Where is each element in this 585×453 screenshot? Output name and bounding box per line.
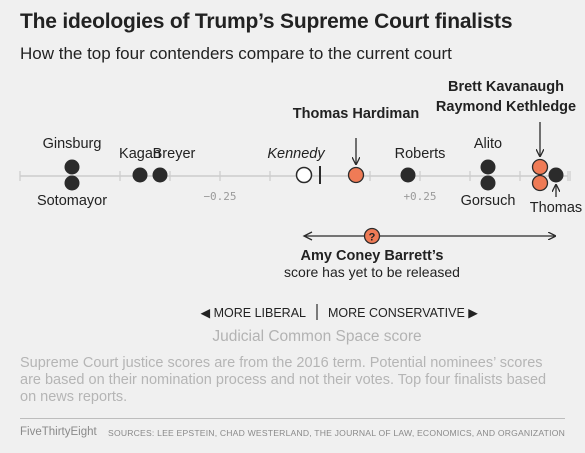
chart-subtitle: How the top four contenders compare to t…	[20, 44, 452, 63]
tick-label: −0.25	[203, 190, 236, 203]
sotomayor-point	[64, 175, 80, 191]
breyer-point	[152, 167, 168, 183]
thomas-hardiman-point	[347, 166, 365, 184]
gorsuch-label: Gorsuch	[461, 193, 516, 209]
unknown-name: Amy Coney Barrett’s	[301, 248, 444, 264]
thomas-point	[548, 167, 564, 183]
brett-kavanaugh-label: Brett Kavanaugh	[448, 79, 564, 95]
kagan-point	[132, 167, 148, 183]
chart-title: The ideologies of Trump’s Supreme Court …	[20, 10, 513, 33]
kagan-label: Kagan	[119, 146, 161, 162]
unknown-range-left-arrow	[302, 231, 313, 241]
breyer-label: Breyer	[153, 146, 196, 162]
raymond-kethledge-point	[531, 174, 549, 192]
x-axis-label: Judicial Common Space score	[212, 328, 421, 345]
brett-kavanaugh-point	[531, 158, 549, 176]
thomas-label: Thomas	[530, 200, 582, 216]
roberts-point	[400, 167, 416, 183]
alito-point	[480, 159, 496, 175]
gorsuch-point	[480, 175, 496, 191]
brand-label: FiveThirtyEight	[20, 426, 97, 438]
tick-label: +0.25	[403, 190, 436, 203]
unknown-marker	[363, 227, 381, 245]
kennedy-point	[295, 166, 313, 184]
alito-label: Alito	[474, 136, 502, 152]
footer-divider	[20, 418, 565, 419]
ginsburg-point	[64, 159, 80, 175]
thomas-hardiman-label: Thomas Hardiman	[293, 106, 420, 122]
kennedy-label: Kennedy	[267, 146, 325, 162]
sotomayor-label: Sotomayor	[37, 193, 107, 209]
unknown-note: score has yet to be released	[284, 264, 460, 280]
roberts-label: Roberts	[395, 146, 446, 162]
direction-conservative: MORE CONSERVATIVE ▶	[328, 306, 478, 320]
unknown-marker-glyph: ?	[369, 232, 376, 244]
ideology-chart: ? −0.25 +0.25 Ginsburg Sotomayor KaganBreyer…	[19, 79, 582, 345]
sources-label: SOURCES: LEE EPSTEIN, CHAD WESTERLAND, T…	[108, 428, 565, 438]
raymond-kethledge-label: Raymond Kethledge	[436, 99, 576, 115]
ginsburg-label: Ginsburg	[43, 136, 102, 152]
direction-liberal: ◀ MORE LIBERAL	[201, 306, 307, 320]
footnote: Supreme Court justice scores are from th…	[20, 355, 547, 405]
